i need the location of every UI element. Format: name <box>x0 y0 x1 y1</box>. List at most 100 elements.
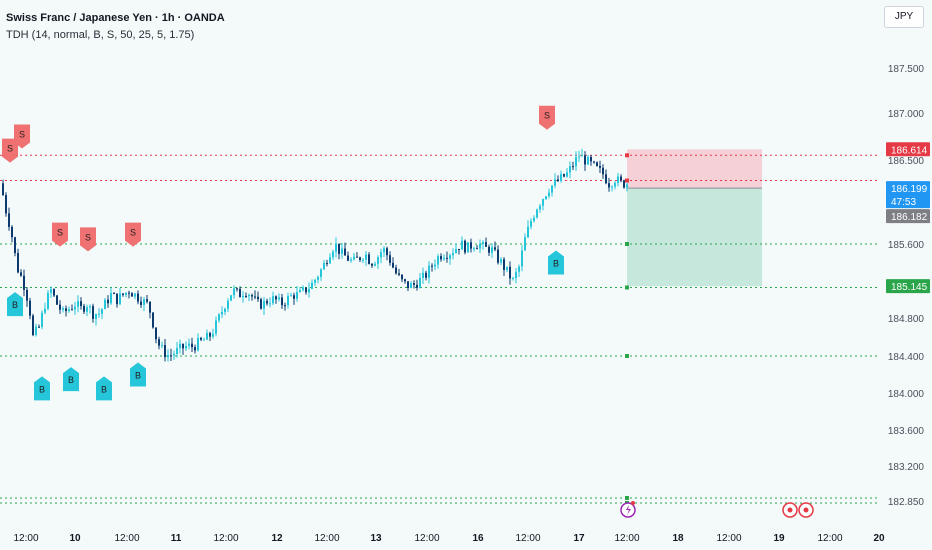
x-axis-label: 12:00 <box>716 533 741 544</box>
candle-body <box>59 304 61 310</box>
candle-body <box>524 237 526 251</box>
candle-body <box>218 314 220 321</box>
x-axis-label: 12:00 <box>114 533 139 544</box>
stop-loss-zone <box>627 149 762 189</box>
x-axis-label: 19 <box>773 533 785 544</box>
candle-body <box>104 299 106 310</box>
currency-button[interactable]: JPY <box>884 6 924 28</box>
candle-body <box>89 306 91 308</box>
buy-signal: B <box>63 367 79 392</box>
candle-body <box>404 279 406 282</box>
candle-body <box>464 240 466 253</box>
y-axis-label: 187.500 <box>888 64 925 75</box>
sell-signal: S <box>80 227 96 252</box>
signal-letter: B <box>101 384 107 394</box>
sell-signal-badge <box>14 124 30 149</box>
event-dot <box>631 501 635 505</box>
candle-body <box>470 242 472 249</box>
candle-body <box>32 315 34 336</box>
candle-body <box>188 343 190 346</box>
x-axis-label: 12:00 <box>614 533 639 544</box>
candle-body <box>53 289 55 296</box>
candle-body <box>527 226 529 238</box>
candle-body <box>515 271 517 279</box>
signal-letter: S <box>544 111 550 121</box>
candle-body <box>98 313 100 315</box>
indicator-label[interactable]: TDH (14, normal, B, S, 50, 25, 5, 1.75) <box>6 29 195 41</box>
signal-letter: S <box>130 228 136 238</box>
candle-body <box>185 345 187 349</box>
y-axis-label: 183.600 <box>888 426 925 437</box>
candle-body <box>338 243 340 254</box>
x-axis-label: 12 <box>271 533 283 544</box>
candle-body <box>173 353 175 356</box>
candle-body <box>110 293 112 304</box>
chart-legend: Swiss Franc / Japanese Yen · 1h · OANDA … <box>6 10 225 43</box>
candle-body <box>281 297 283 306</box>
candle-body <box>161 345 163 347</box>
candle-body <box>365 254 367 260</box>
candle-body <box>269 303 271 305</box>
candle-body <box>380 252 382 258</box>
candle-body <box>347 255 349 261</box>
candle-body <box>344 248 346 256</box>
candle-body <box>131 293 133 297</box>
candle-body <box>572 166 574 168</box>
candle-body <box>266 300 268 304</box>
candle-body <box>458 249 460 251</box>
y-axis-label: 185.600 <box>888 240 925 251</box>
candle-body <box>314 279 316 283</box>
candle-body <box>467 242 469 253</box>
candle-body <box>563 174 565 177</box>
candle-body <box>317 276 319 280</box>
candle-body <box>83 306 85 312</box>
candle-body <box>251 295 253 297</box>
candle-body <box>548 192 550 197</box>
buy-signal: B <box>34 376 50 401</box>
candle-body <box>359 257 361 260</box>
candle-body <box>311 282 313 289</box>
take-profit-zone <box>627 188 762 287</box>
candle-body <box>116 293 118 305</box>
candle-body <box>125 292 127 295</box>
candle-body <box>287 296 289 306</box>
candle-body <box>86 307 88 312</box>
y-axis-label: 186.500 <box>888 156 925 167</box>
candle-body <box>551 185 553 193</box>
candle-body <box>461 240 463 250</box>
candle-body <box>326 263 328 265</box>
candle-body <box>296 292 298 299</box>
candle-body <box>446 257 448 259</box>
candle-body <box>236 288 238 290</box>
buy-signal-badge <box>34 376 50 401</box>
candle-body <box>203 339 205 341</box>
candle-body <box>452 253 454 256</box>
candle-body <box>290 295 292 297</box>
candle-body <box>473 248 475 250</box>
candle-body <box>152 312 154 328</box>
symbol-title[interactable]: Swiss Franc / Japanese Yen · 1h · OANDA <box>6 12 225 24</box>
signal-letter: B <box>12 300 18 310</box>
candle-body <box>368 254 370 264</box>
candle-body <box>356 256 358 258</box>
candle-body <box>434 264 436 267</box>
signal-letter: B <box>39 384 45 394</box>
candle-body <box>407 281 409 289</box>
candle-body <box>332 251 334 258</box>
candle-body <box>389 255 391 263</box>
candle-body <box>122 293 124 295</box>
buy-signal-badge <box>130 362 146 387</box>
candle-body <box>230 295 232 301</box>
events-row <box>620 501 814 518</box>
candle-body <box>128 292 130 294</box>
level-marker <box>625 153 629 158</box>
candle-body <box>401 274 403 280</box>
x-axis-label: 12:00 <box>515 533 540 544</box>
candle-body <box>65 308 67 312</box>
y-axis-label: 184.000 <box>888 389 925 400</box>
candle-body <box>374 263 376 266</box>
candle-body <box>620 176 622 181</box>
candle-body <box>410 283 412 289</box>
